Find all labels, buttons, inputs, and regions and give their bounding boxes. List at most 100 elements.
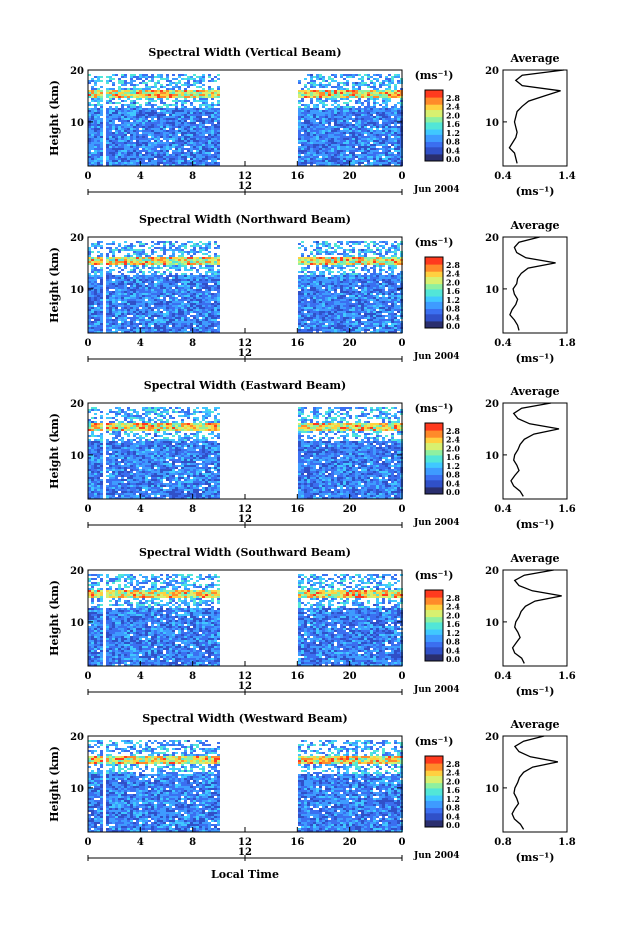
panel-1: Spectral Width (Vertical Beam)1020Height… [48, 46, 576, 198]
heatmap-cell [301, 283, 304, 285]
heatmap-cell [391, 160, 394, 162]
heatmap-cell [148, 102, 151, 104]
heatmap-cell [301, 261, 304, 263]
heatmap-cell [136, 152, 139, 154]
heatmap-cell [307, 138, 310, 140]
heatmap-cell [193, 146, 196, 148]
heatmap-cell [175, 283, 178, 285]
heatmap-cell [145, 319, 148, 321]
heatmap-cell [310, 263, 313, 265]
heatmap-cell [130, 102, 133, 104]
heatmap-cell [97, 88, 100, 90]
heatmap-cell [304, 291, 307, 293]
heatmap-cell [193, 295, 196, 297]
heatmap-cell [100, 261, 103, 263]
heatmap-cell [178, 329, 181, 331]
heatmap-cell [298, 126, 301, 128]
heatmap-cell [112, 251, 115, 253]
heatmap-cell [148, 122, 151, 124]
heatmap-cell [346, 142, 349, 144]
heatmap-cell [388, 134, 391, 136]
heatmap-cell [364, 124, 367, 126]
heatmap-cell [133, 142, 136, 144]
heatmap-cell [385, 88, 388, 90]
heatmap-cell [97, 321, 100, 323]
heatmap-cell [163, 319, 166, 321]
heatmap-cell [397, 136, 400, 138]
heatmap-cell [394, 162, 397, 164]
heatmap-cell [106, 255, 109, 257]
heatmap-cell [115, 283, 118, 285]
heatmap-cell [142, 279, 145, 281]
heatmap-cell [343, 94, 346, 96]
heatmap-cell [370, 108, 373, 110]
heatmap-cell [172, 136, 175, 138]
heatmap-cell [157, 146, 160, 148]
heatmap-cell [109, 118, 112, 120]
heatmap-cell [310, 92, 313, 94]
heatmap-cell [157, 150, 160, 152]
heatmap-cell [331, 140, 334, 142]
heatmap-cell [118, 325, 121, 327]
heatmap-cell [301, 158, 304, 160]
heatmap-cell [214, 303, 217, 305]
heatmap-cell [193, 323, 196, 325]
heatmap-cell [148, 162, 151, 164]
heatmap-cell [169, 287, 172, 289]
heatmap-cell [358, 140, 361, 142]
heatmap-cell [394, 136, 397, 138]
heatmap-cell [121, 152, 124, 154]
heatmap-cell [193, 261, 196, 263]
heatmap-cell [214, 279, 217, 281]
heatmap-cell [178, 317, 181, 319]
heatmap-cell [307, 124, 310, 126]
heatmap-cell [127, 130, 130, 132]
heatmap-cell [322, 86, 325, 88]
heatmap-cell [388, 128, 391, 130]
heatmap-cell [355, 156, 358, 158]
heatmap-cell [217, 285, 220, 287]
heatmap-cell [190, 152, 193, 154]
heatmap-cell [397, 150, 400, 152]
heatmap-cell [142, 315, 145, 317]
heatmap-cell [184, 90, 187, 92]
heatmap-cell [328, 162, 331, 164]
heatmap-cell [178, 291, 181, 293]
heatmap-cell [163, 128, 166, 130]
heatmap-cell [184, 140, 187, 142]
heatmap-cell [391, 106, 394, 108]
heatmap-cell [166, 112, 169, 114]
heatmap-cell [160, 307, 163, 309]
heatmap-cell [148, 86, 151, 88]
heatmap-cell [94, 106, 97, 108]
heatmap-cell [202, 317, 205, 319]
heatmap-cell [301, 142, 304, 144]
heatmap-cell [157, 281, 160, 283]
heatmap-cell [319, 82, 322, 84]
heatmap-cell [217, 90, 220, 92]
heatmap-cell [181, 150, 184, 152]
heatmap-cell [157, 88, 160, 90]
heatmap-cell [211, 273, 214, 275]
heatmap-cell [154, 140, 157, 142]
heatmap-cell [355, 82, 358, 84]
heatmap-cell [181, 94, 184, 96]
heatmap-cell [301, 301, 304, 303]
heatmap-cell [301, 126, 304, 128]
heatmap-cell [193, 329, 196, 331]
heatmap-cell [184, 106, 187, 108]
heatmap-cell [352, 96, 355, 98]
heatmap-cell [301, 110, 304, 112]
heatmap-cell [205, 261, 208, 263]
heatmap-cell [352, 108, 355, 110]
heatmap-cell [193, 162, 196, 164]
heatmap-cell [217, 313, 220, 315]
heatmap-cell [391, 92, 394, 94]
heatmap-cell [352, 136, 355, 138]
heatmap-cell [397, 154, 400, 156]
heatmap-cell [172, 291, 175, 293]
heatmap-cell [178, 80, 181, 82]
heatmap-cell [304, 108, 307, 110]
heatmap-cell [196, 114, 199, 116]
heatmap-cell [169, 317, 172, 319]
